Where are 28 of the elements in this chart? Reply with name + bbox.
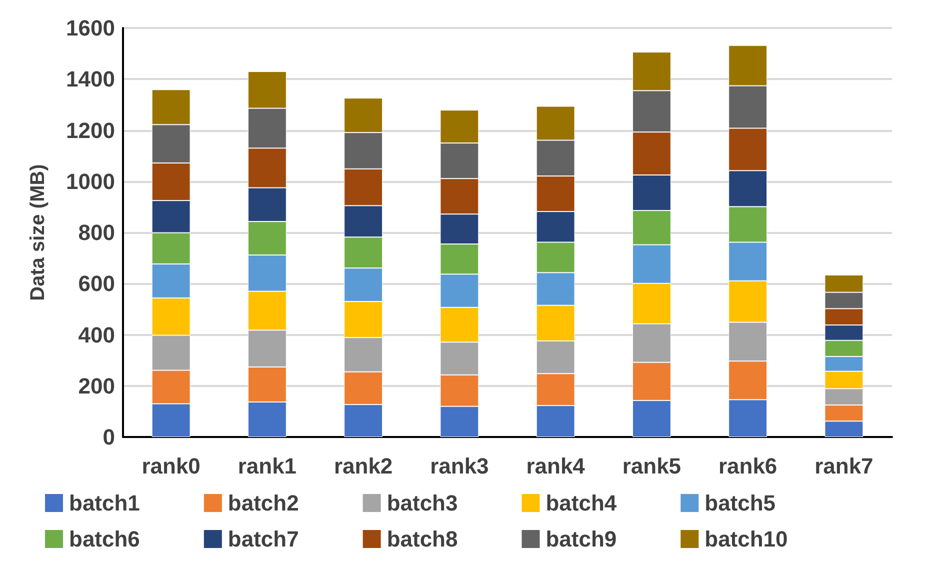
y-tick-label: 400 — [78, 322, 115, 348]
x-tick-label: rank2 — [334, 454, 393, 478]
x-tick-label: rank4 — [526, 454, 586, 478]
x-tick-label: rank6 — [718, 454, 778, 478]
legend-label: batch8 — [386, 526, 458, 552]
legend-label: batch3 — [386, 490, 458, 516]
y-tick-label: 200 — [78, 373, 115, 398]
x-tick-label: rank7 — [814, 454, 874, 478]
legend-label: batch7 — [228, 526, 299, 552]
x-tick-label: rank1 — [238, 454, 297, 478]
legend-label: batch5 — [704, 490, 776, 516]
legend-label: batch1 — [69, 490, 140, 516]
legend-label: batch9 — [546, 526, 617, 552]
y-axis-title: Data size (MB) — [27, 164, 49, 301]
y-tick-label: 1600 — [66, 16, 115, 40]
y-tick-label: 600 — [78, 271, 115, 296]
y-tick-label: 800 — [78, 220, 115, 245]
legend-label: batch2 — [228, 490, 299, 516]
y-tick-label: 0 — [102, 424, 115, 450]
legend-label: batch6 — [69, 526, 140, 552]
y-tick-label: 1200 — [66, 118, 115, 143]
y-tick-label: 1400 — [66, 66, 115, 92]
legend-label: batch10 — [704, 526, 788, 552]
y-tick-label: 1000 — [66, 168, 115, 194]
x-tick-label: rank5 — [622, 454, 682, 478]
x-tick-label: rank0 — [142, 454, 200, 478]
x-tick-label: rank3 — [430, 454, 489, 478]
legend-label: batch4 — [546, 490, 618, 516]
